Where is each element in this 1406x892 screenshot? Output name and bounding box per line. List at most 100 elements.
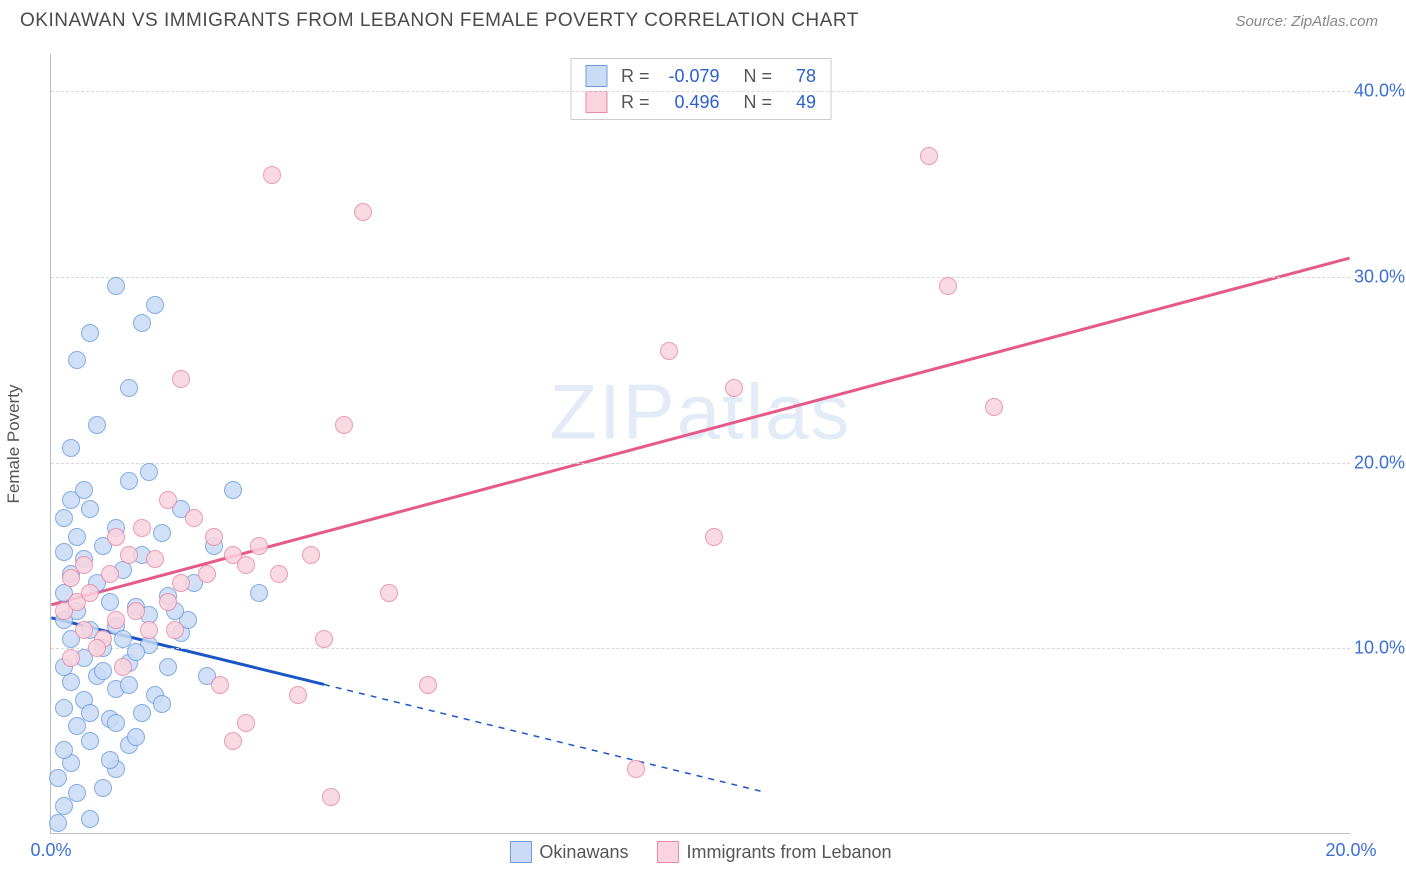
data-point [172,574,190,592]
data-point [725,379,743,397]
legend-stats: R = -0.079 N = 78 R = 0.496 N = 49 [570,58,831,120]
data-point [270,565,288,583]
data-point [68,784,86,802]
legend-stats-row: R = -0.079 N = 78 [585,63,816,89]
data-point [49,814,67,832]
data-point [75,481,93,499]
legend-r-value: 0.496 [664,92,720,113]
chart-title: OKINAWAN VS IMMIGRANTS FROM LEBANON FEMA… [20,10,859,32]
data-point [133,704,151,722]
data-point [380,584,398,602]
data-point [419,676,437,694]
source-credit: Source: ZipAtlas.com [1235,13,1378,30]
data-point [146,296,164,314]
data-point [107,277,125,295]
data-point [127,728,145,746]
data-point [224,732,242,750]
title-bar: OKINAWAN VS IMMIGRANTS FROM LEBANON FEMA… [0,0,1406,38]
data-point [250,537,268,555]
data-point [354,203,372,221]
legend-swatch [509,841,531,863]
data-point [660,342,678,360]
legend-series: Okinawans Immigrants from Lebanon [509,841,891,863]
data-point [81,810,99,828]
legend-n-label: N = [744,92,773,113]
data-point [146,550,164,568]
gridline [51,648,1350,649]
data-point [705,528,723,546]
data-point [114,658,132,676]
y-tick-label: 30.0% [1354,266,1406,287]
data-point [920,147,938,165]
data-point [55,699,73,717]
data-point [55,543,73,561]
gridline [51,277,1350,278]
plot-area: ZIPatlas R = -0.079 N = 78 R = 0.496 N =… [50,54,1350,834]
data-point [120,472,138,490]
data-point [166,621,184,639]
data-point [133,519,151,537]
data-point [172,370,190,388]
data-point [322,788,340,806]
data-point [985,398,1003,416]
data-point [939,277,957,295]
data-point [81,704,99,722]
data-point [159,491,177,509]
data-point [101,565,119,583]
data-point [127,643,145,661]
data-point [211,676,229,694]
data-point [107,528,125,546]
data-point [335,416,353,434]
legend-swatch [585,91,607,113]
data-point [68,351,86,369]
data-point [75,556,93,574]
data-point [627,760,645,778]
legend-n-value: 49 [786,92,816,113]
data-point [101,751,119,769]
x-tick-label: 20.0% [1325,840,1376,861]
data-point [62,649,80,667]
data-point [49,769,67,787]
legend-item: Okinawans [509,841,628,863]
legend-swatch [585,65,607,87]
data-point [153,524,171,542]
data-point [88,416,106,434]
data-point [81,584,99,602]
data-point [140,621,158,639]
y-tick-label: 20.0% [1354,452,1406,473]
data-point [159,658,177,676]
data-point [185,509,203,527]
data-point [107,611,125,629]
data-point [62,439,80,457]
data-point [81,500,99,518]
data-point [250,584,268,602]
data-point [224,481,242,499]
data-point [101,593,119,611]
data-point [153,695,171,713]
data-point [68,528,86,546]
legend-label: Okinawans [539,842,628,863]
legend-swatch [656,841,678,863]
data-point [88,639,106,657]
data-point [81,732,99,750]
data-point [81,324,99,342]
y-tick-label: 10.0% [1354,638,1406,659]
legend-r-label: R = [621,92,650,113]
gridline [51,91,1350,92]
data-point [133,314,151,332]
data-point [289,686,307,704]
legend-n-label: N = [744,66,773,87]
legend-n-value: 78 [786,66,816,87]
data-point [237,556,255,574]
data-point [120,379,138,397]
data-point [263,166,281,184]
legend-r-label: R = [621,66,650,87]
legend-label: Immigrants from Lebanon [686,842,891,863]
legend-r-value: -0.079 [664,66,720,87]
data-point [302,546,320,564]
watermark: ZIPatlas [549,367,851,458]
data-point [127,602,145,620]
data-point [94,779,112,797]
data-point [120,676,138,694]
plot-container: Female Poverty ZIPatlas R = -0.079 N = 7… [50,54,1350,834]
